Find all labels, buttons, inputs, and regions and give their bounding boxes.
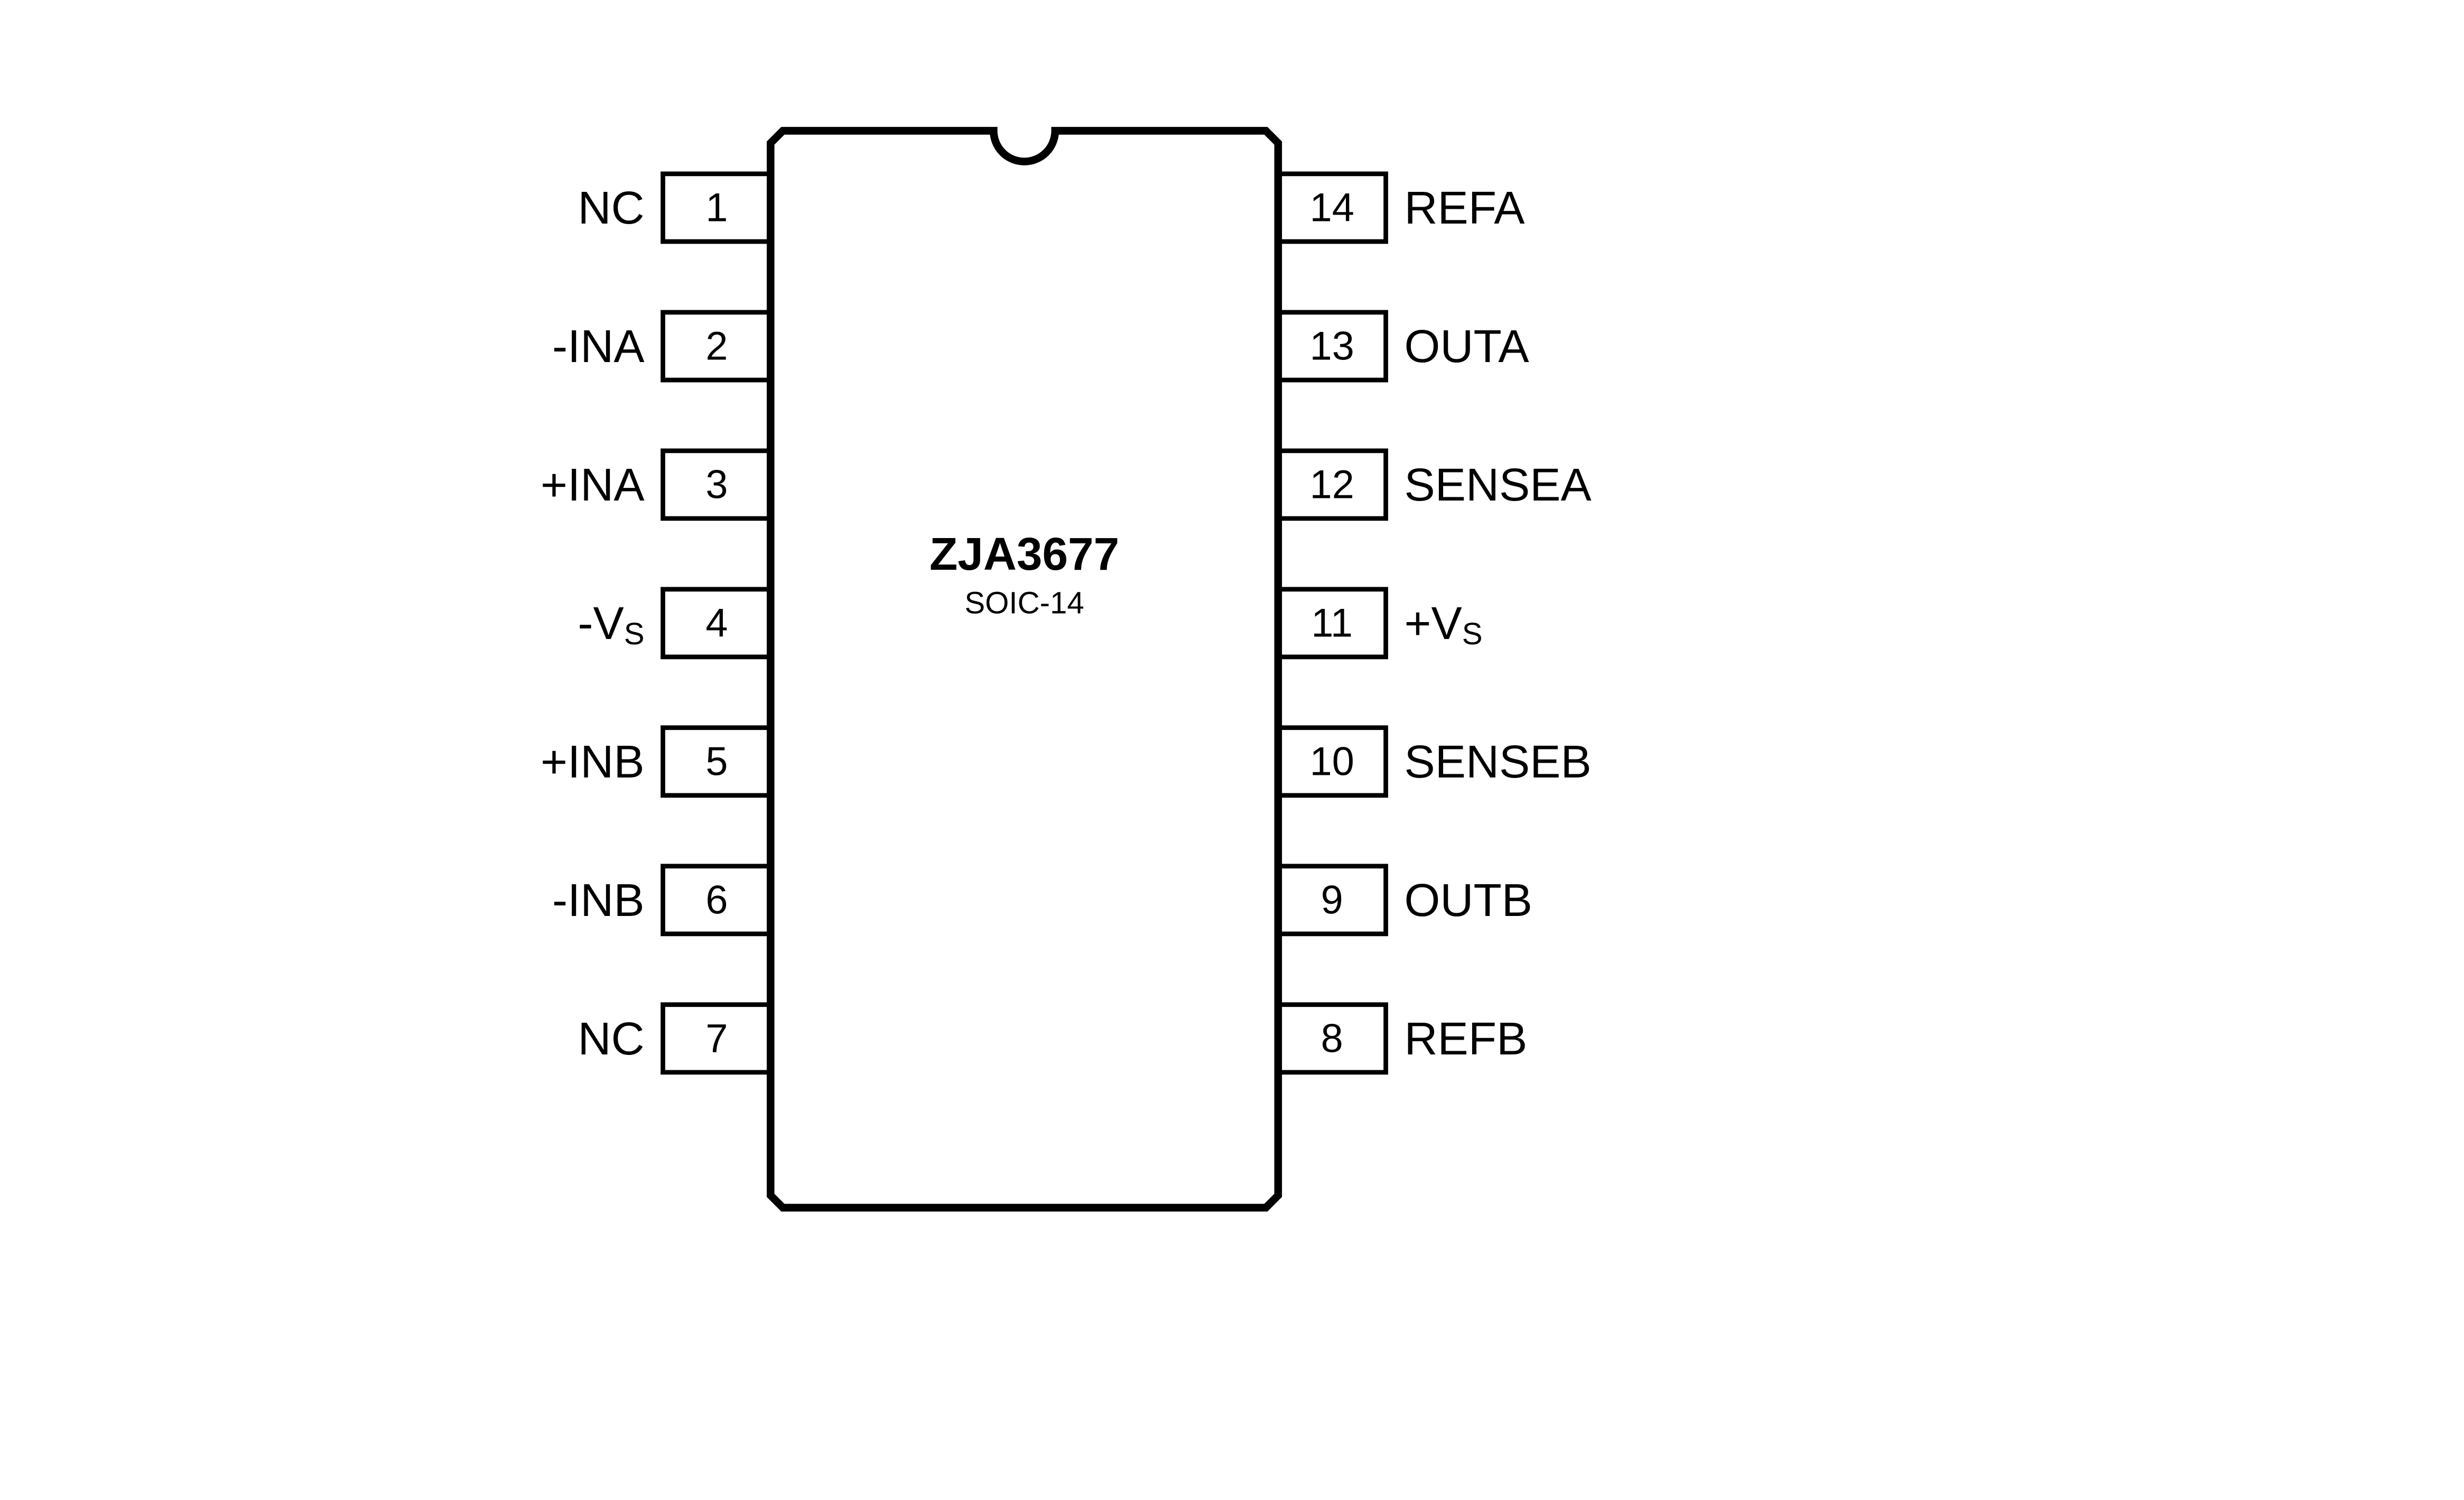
pin-11-number: 11 — [1311, 600, 1353, 645]
part-name: ZJA3677 — [929, 528, 1119, 580]
pin-1-number: 1 — [705, 185, 728, 230]
pin-8-label: REFB — [1405, 1013, 1528, 1064]
pin-14-number: 14 — [1310, 185, 1354, 230]
pin-10-label: SENSEB — [1405, 736, 1592, 788]
pin-5-label: +INB — [541, 736, 645, 788]
pin-9-number: 9 — [1321, 877, 1343, 922]
pin-2-number: 2 — [705, 323, 728, 368]
pin-12-label: SENSEA — [1405, 459, 1592, 511]
package-name: SOIC-14 — [964, 586, 1084, 621]
pinout-svg: ZJA3677SOIC-141NC2-INA3+INA4-VS5+INB6-IN… — [0, 0, 2464, 1500]
pin-6-label: -INB — [552, 874, 645, 926]
pin-7-label: NC — [578, 1013, 644, 1064]
pin-2-label: -INA — [552, 320, 645, 372]
pin-10-number: 10 — [1310, 739, 1354, 784]
pin-8-number: 8 — [1321, 1016, 1343, 1061]
pin-7-number: 7 — [705, 1016, 728, 1061]
pinout-diagram: ZJA3677SOIC-141NC2-INA3+INA4-VS5+INB6-IN… — [0, 0, 2464, 1500]
pin-1-label: NC — [578, 182, 644, 234]
pin-6-number: 6 — [705, 877, 728, 922]
pin-5-number: 5 — [705, 739, 728, 784]
pin-3-label: +INA — [541, 459, 645, 511]
pin-14-label: REFA — [1405, 182, 1526, 234]
pin-13-label: OUTA — [1405, 320, 1530, 372]
pin-3-number: 3 — [705, 462, 728, 507]
ic-body — [770, 131, 1278, 1208]
pin-4-number: 4 — [705, 600, 728, 645]
pin-9-label: OUTB — [1405, 874, 1533, 926]
pin-12-number: 12 — [1310, 462, 1354, 507]
pin-13-number: 13 — [1310, 323, 1354, 368]
